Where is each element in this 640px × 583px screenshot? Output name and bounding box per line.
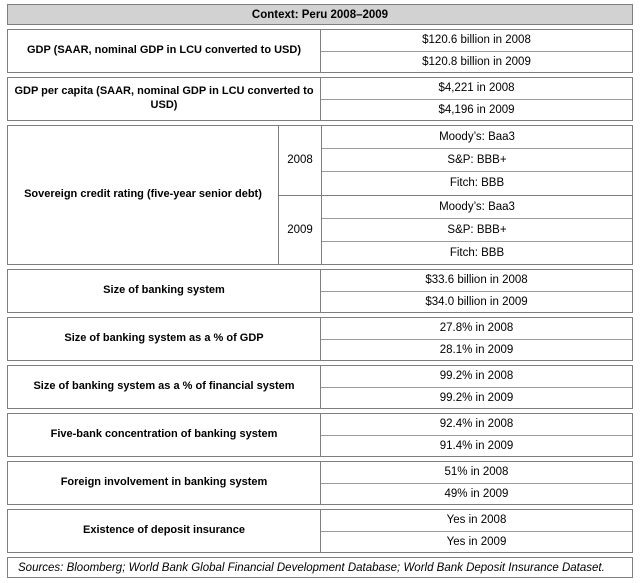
five-bank-value-2009: 91.4% in 2009 bbox=[321, 434, 632, 457]
section-five-bank-concentration: Five-bank concentration of banking syste… bbox=[7, 413, 633, 457]
year-label-2009: 2009 bbox=[279, 195, 322, 264]
gdp-value-2008: $120.6 billion in 2008 bbox=[422, 34, 531, 47]
row-label-sovereign-credit-rating: Sovereign credit rating (five-year senio… bbox=[8, 126, 279, 264]
section-gdp-per-capita: GDP per capita (SAAR, nominal GDP in LCU… bbox=[7, 77, 633, 121]
section-foreign-involvement: Foreign involvement in banking system 51… bbox=[7, 461, 633, 505]
row-label-five-bank-concentration: Five-bank concentration of banking syste… bbox=[8, 414, 321, 456]
deposit-insurance-value-2008: Yes in 2008 bbox=[446, 514, 507, 527]
row-label-banking-pct-gdp: Size of banking system as a % of GDP bbox=[8, 318, 321, 360]
row-label-gdp-per-capita: GDP per capita (SAAR, nominal GDP in LCU… bbox=[8, 78, 321, 120]
row-label-foreign-involvement: Foreign involvement in banking system bbox=[8, 462, 321, 504]
table-title-bar: Context: Peru 2008–2009 bbox=[7, 4, 633, 25]
sources-note: Sources: Bloomberg; World Bank Global Fi… bbox=[7, 557, 633, 578]
table-title: Context: Peru 2008–2009 bbox=[251, 8, 389, 21]
section-banking-pct-gdp: Size of banking system as a % of GDP 27.… bbox=[7, 317, 633, 361]
gdp-per-capita-value-2008: $4,221 in 2008 bbox=[438, 82, 515, 95]
section-deposit-insurance: Existence of deposit insurance Yes in 20… bbox=[7, 509, 633, 553]
rating-moodys-2008: Moody’s: Baa3 bbox=[439, 131, 515, 144]
banking-size-value-2008: $33.6 billion in 2008 bbox=[425, 274, 528, 287]
foreign-involvement-value-2008: 51% in 2008 bbox=[444, 466, 509, 479]
rating-sp-2009: S&P: BBB+ bbox=[322, 217, 632, 241]
banking-pct-financial-value-2008: 99.2% in 2008 bbox=[439, 370, 514, 383]
section-banking-system-size: Size of banking system $33.6 billion in … bbox=[7, 269, 633, 313]
credit-rating-group-2008: 2008 Moody’s: Baa3 S&P: BBB+ Fitch: BBB bbox=[279, 126, 632, 195]
credit-rating-group-2009: 2009 Moody’s: Baa3 S&P: BBB+ Fitch: BBB bbox=[279, 194, 632, 264]
section-sovereign-credit-rating: Sovereign credit rating (five-year senio… bbox=[7, 125, 633, 265]
banking-pct-financial-value-2009: 99.2% in 2009 bbox=[321, 386, 632, 409]
year-label-2008: 2008 bbox=[279, 126, 322, 195]
banking-pct-gdp-value-2009: 28.1% in 2009 bbox=[321, 338, 632, 361]
banking-pct-gdp-value-2008: 27.8% in 2008 bbox=[439, 322, 514, 335]
foreign-involvement-value-2009: 49% in 2009 bbox=[321, 482, 632, 505]
rating-sp-2008: S&P: BBB+ bbox=[322, 148, 632, 171]
credit-rating-values: 2008 Moody’s: Baa3 S&P: BBB+ Fitch: BBB … bbox=[279, 126, 632, 264]
gdp-value-2009: $120.8 billion in 2009 bbox=[321, 50, 632, 73]
rating-fitch-2009: Fitch: BBB bbox=[322, 240, 632, 264]
row-label-banking-system-size: Size of banking system bbox=[8, 270, 321, 312]
row-label-banking-pct-financial-system: Size of banking system as a % of financi… bbox=[8, 366, 321, 408]
sources-text: Sources: Bloomberg; World Bank Global Fi… bbox=[18, 561, 605, 574]
row-label-gdp: GDP (SAAR, nominal GDP in LCU converted … bbox=[8, 30, 321, 72]
row-label-deposit-insurance: Existence of deposit insurance bbox=[8, 510, 321, 552]
rating-moodys-2009: Moody’s: Baa3 bbox=[439, 200, 515, 213]
section-gdp: GDP (SAAR, nominal GDP in LCU converted … bbox=[7, 29, 633, 73]
gdp-values: $120.6 billion in 2008 $120.8 billion in… bbox=[321, 30, 632, 72]
section-banking-pct-financial-system: Size of banking system as a % of financi… bbox=[7, 365, 633, 409]
gdp-per-capita-values: $4,221 in 2008 $4,196 in 2009 bbox=[321, 78, 632, 120]
gdp-per-capita-value-2009: $4,196 in 2009 bbox=[321, 98, 632, 121]
five-bank-value-2008: 92.4% in 2008 bbox=[439, 418, 514, 431]
banking-size-value-2009: $34.0 billion in 2009 bbox=[321, 290, 632, 313]
deposit-insurance-value-2009: Yes in 2009 bbox=[321, 530, 632, 553]
rating-fitch-2008: Fitch: BBB bbox=[322, 171, 632, 194]
